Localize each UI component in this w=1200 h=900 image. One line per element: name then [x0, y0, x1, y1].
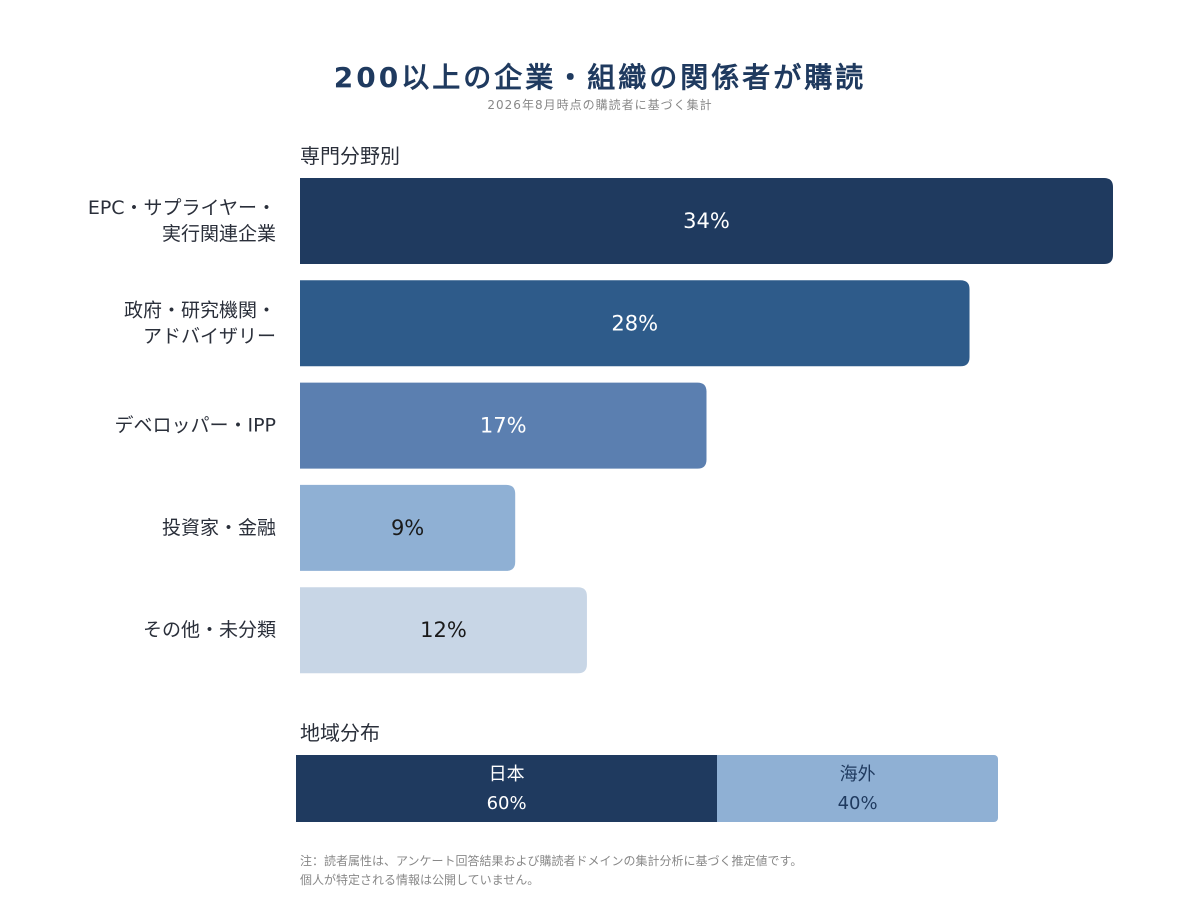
region-value-1: 40% — [837, 792, 878, 814]
sector-category-label-1-line-0: 政府・研究機関・ — [124, 299, 276, 321]
sector-value-label-1: 28% — [611, 311, 658, 335]
region-name-1: 海外 — [839, 763, 876, 785]
sector-bar-3 — [300, 484, 516, 571]
footnote: 注：読者属性は、アンケート回答結果および購読者ドメインの集計分析に基づく推定値で… — [300, 852, 802, 890]
chart-subtitle: 2026年8月時点の購読者に基づく集計 — [487, 98, 713, 112]
sector-bar-4 — [300, 587, 587, 674]
sector-category-label-2: デベロッパー・IPP — [114, 415, 276, 437]
region-stacked-bar: 日本 60% 海外 40% — [296, 755, 998, 822]
sector-section-title: 専門分野別 — [300, 144, 400, 168]
sector-category-label-4: その他・未分類 — [143, 619, 276, 641]
sector-category-label-0-line-1: 実行関連企業 — [162, 223, 276, 245]
region-section-title: 地域分布 — [300, 721, 380, 745]
sector-category-label-3: 投資家・金融 — [162, 517, 276, 539]
sector-bar-0 — [300, 178, 1113, 264]
sector-bar-chart: 34% EPC・サプライヤー・実行関連企業 28% 政府・研究機関・アドバイザリー 17… — [88, 178, 1113, 674]
region-segment-0: 日本 60% — [296, 755, 718, 822]
sector-category-label-0-line-0: EPC・サプライヤー・ — [88, 197, 276, 219]
sector-value-label-4: 12% — [420, 618, 467, 642]
region-value-0: 60% — [486, 792, 527, 814]
sector-category-label-1-line-1: アドバイザリー — [143, 325, 276, 347]
region-name-0: 日本 — [488, 763, 525, 785]
region-segment-1: 海外 40% — [717, 755, 998, 822]
sector-value-label-0: 34% — [683, 209, 730, 233]
footnote-line-1: 注：読者属性は、アンケート回答結果および購読者ドメインの集計分析に基づく推定値で… — [300, 854, 803, 868]
chart-title: 200以上の企業・組織の関係者が購読 — [333, 61, 867, 94]
sector-value-label-3: 9% — [391, 516, 424, 540]
sector-bar-1 — [300, 280, 970, 367]
sector-bar-2 — [300, 382, 707, 469]
footnote-line-2: 個人が特定される情報は公開していません。 — [300, 873, 540, 887]
sector-value-label-2: 17% — [480, 414, 527, 438]
